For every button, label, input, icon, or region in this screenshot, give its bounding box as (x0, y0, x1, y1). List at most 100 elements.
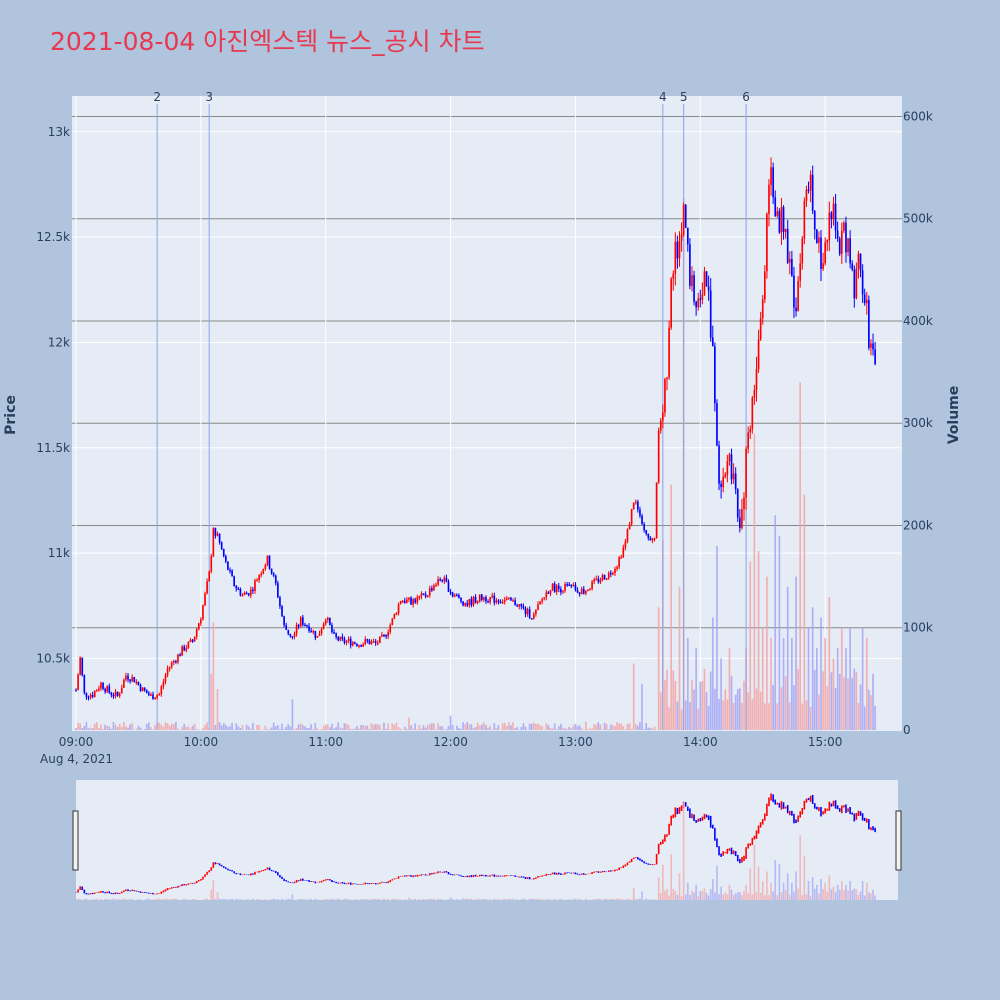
x-tick-label: 10:00 (184, 735, 219, 749)
candle-body (326, 617, 329, 621)
slider-volume-bar (241, 899, 244, 900)
candle-body (693, 275, 695, 302)
candle-body (847, 238, 849, 253)
range-slider-background[interactable] (76, 780, 898, 900)
slider-volume-bar (637, 899, 639, 900)
slider-volume-bar (838, 889, 841, 900)
grid-layer (72, 96, 902, 730)
slider-volume-bar (547, 899, 550, 900)
volume-bar (237, 726, 240, 730)
candle-body (106, 686, 109, 692)
slider-volume-bar (370, 898, 373, 900)
volume-bar (485, 725, 487, 730)
candle-body (339, 636, 342, 641)
candle-body (832, 203, 835, 220)
candle-body (335, 633, 337, 637)
candle-body (720, 483, 722, 488)
volume-bar (191, 725, 194, 730)
volume-bar (137, 726, 140, 730)
slider-volume-bar (718, 894, 720, 900)
slider-volume-bar (414, 898, 417, 900)
candle-body (324, 620, 327, 624)
slider-volume-bar (720, 886, 722, 900)
candle-body (370, 641, 373, 645)
candle-body (555, 585, 558, 592)
slider-volume-bar (372, 898, 375, 900)
candle-body (277, 583, 279, 598)
candle-body (705, 271, 708, 287)
slider-volume-bar (183, 898, 186, 900)
slider-volume-bar (297, 898, 300, 900)
volume-bar (641, 683, 643, 730)
candle-body (634, 501, 637, 504)
range-slider-right-handle[interactable] (895, 810, 902, 871)
volume-bar (308, 727, 310, 730)
slider-volume-bar (374, 898, 377, 900)
candle-body (801, 238, 804, 264)
volume-bar (279, 729, 281, 730)
volume-bar (828, 597, 831, 730)
candle-body (562, 590, 564, 593)
volume-bar (728, 648, 731, 730)
candle-body (254, 580, 256, 591)
candle-body (141, 687, 144, 692)
slider-volume-bar (225, 899, 227, 900)
volume-bar (670, 484, 673, 730)
candle-body (493, 595, 496, 603)
slider-volume-bar (759, 892, 762, 900)
candle-body (468, 599, 471, 606)
candle-body (241, 595, 244, 597)
volume-bar (720, 658, 722, 730)
candle-body (347, 638, 350, 642)
candle-body (541, 599, 543, 602)
candle-body (378, 636, 381, 643)
candle-body (728, 454, 731, 462)
candle-body (480, 594, 483, 600)
candle-body (483, 597, 485, 600)
volume-bar (164, 722, 167, 730)
volume-bar (747, 692, 749, 730)
candle-body (830, 212, 833, 220)
candle-body (655, 482, 658, 539)
volume-bar (387, 723, 389, 730)
slider-volume-bar (560, 898, 562, 900)
candle-body (233, 576, 235, 586)
candle-body (401, 600, 404, 603)
candle-body (674, 241, 677, 274)
volume-bar (689, 701, 691, 730)
candle-body (568, 584, 571, 586)
candle-body (532, 614, 535, 619)
slider-volume-bar (803, 856, 806, 900)
candle-body (158, 693, 161, 696)
slider-volume-bar (799, 835, 802, 900)
candle-body (664, 379, 666, 413)
volume-bar (524, 726, 527, 730)
slider-volume-bar (834, 892, 837, 900)
candle-body (505, 598, 508, 600)
slider-volume-bar (824, 882, 826, 900)
slider-volume-bar (797, 888, 799, 900)
candle-body (331, 625, 333, 633)
slider-volume-bar (397, 899, 400, 900)
volume-bar (123, 721, 125, 730)
volume-bar (797, 668, 799, 730)
slider-volume-bar (618, 898, 620, 900)
slider-volume-bar (79, 898, 81, 900)
volume-bar (535, 723, 537, 730)
candle-body (630, 508, 633, 525)
candle-body (520, 604, 523, 607)
candle-body (741, 509, 743, 528)
candle-body (618, 557, 620, 567)
range-slider-left-handle[interactable] (72, 810, 79, 871)
volume-bar (514, 728, 516, 730)
candle-body (768, 184, 770, 214)
slider-volume-bar (158, 898, 161, 900)
volume-bar (418, 724, 421, 730)
slider-volume-bar (705, 892, 708, 900)
volume-bar (574, 723, 577, 730)
slider-volume-bar (422, 899, 425, 900)
x-tick-label: 13:00 (558, 735, 593, 749)
candle-body (437, 579, 439, 585)
slider-volume-bar (181, 899, 183, 900)
volume-bar (520, 726, 523, 730)
